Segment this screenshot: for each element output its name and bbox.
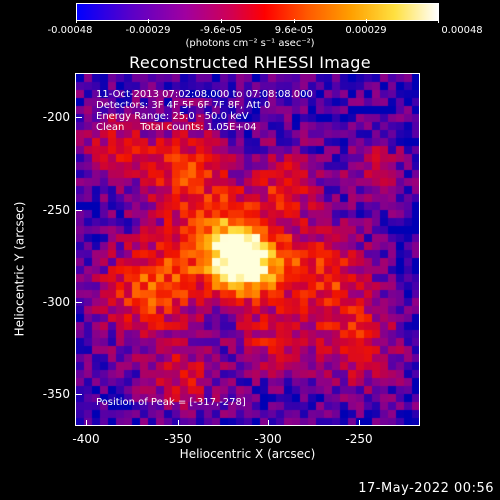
colorbar-tick-mark bbox=[221, 19, 222, 23]
y-tick-label: -200 bbox=[42, 110, 70, 124]
x-tick-label: -350 bbox=[164, 432, 192, 446]
x-tick-label: -300 bbox=[254, 432, 282, 446]
energy-range-label: Energy Range: 25.0 - 50.0 keV bbox=[96, 111, 249, 122]
x-axis-label: Heliocentric X (arcsec) bbox=[179, 447, 316, 461]
colorbar bbox=[76, 3, 439, 21]
colorbar-units: (photons cm⁻² s⁻¹ asec⁻²) bbox=[185, 38, 315, 49]
clean-counts-label: Clean Total counts: 1.05E+04 bbox=[96, 122, 257, 133]
y-axis-label: Heliocentric Y (arcsec) bbox=[12, 201, 27, 337]
colorbar-tick-mark bbox=[366, 19, 367, 23]
image-title: Reconstructed RHESSI Image bbox=[129, 53, 371, 72]
y-tick-label: -250 bbox=[42, 203, 70, 217]
detectors-label: Detectors: 3F 4F 5F 6F 7F 8F, Att 0 bbox=[96, 100, 271, 111]
x-tick-mark bbox=[178, 420, 179, 426]
y-tick-mark bbox=[76, 394, 82, 395]
x-tick-label: -250 bbox=[345, 432, 373, 446]
y-tick-mark bbox=[76, 117, 82, 118]
y-tick-label: -350 bbox=[42, 387, 70, 401]
colorbar-tick-label: 0.00029 bbox=[345, 25, 387, 36]
colorbar-tick-label: -9.6e-05 bbox=[200, 25, 242, 36]
colorbar-tick-label: -0.00029 bbox=[125, 25, 171, 36]
colorbar-tick-mark bbox=[294, 19, 295, 23]
colorbar-tick-label: -0.00048 bbox=[47, 25, 93, 36]
colorbar-tick-label: 0.00048 bbox=[441, 25, 483, 36]
colorbar-tick-mark bbox=[76, 19, 77, 23]
y-tick-mark bbox=[76, 210, 82, 211]
x-tick-mark bbox=[86, 420, 87, 426]
peak-position-label: Position of Peak = [-317,-278] bbox=[96, 397, 246, 408]
solar-image-plot: 11-Oct-2013 07:02:08.000 to 07:08:08.000… bbox=[75, 73, 420, 426]
datestamp: 17-May-2022 00:56 bbox=[358, 481, 494, 496]
x-tick-mark bbox=[268, 420, 269, 426]
y-tick-label: -300 bbox=[42, 295, 70, 309]
y-tick-mark bbox=[76, 302, 82, 303]
colorbar-tick-mark bbox=[438, 19, 439, 23]
colorbar-tick-mark bbox=[148, 19, 149, 23]
x-tick-label: -400 bbox=[72, 432, 100, 446]
colorbar-tick-label: 9.6e-05 bbox=[274, 25, 314, 36]
xray-image-canvas bbox=[76, 74, 419, 425]
time-range-label: 11-Oct-2013 07:02:08.000 to 07:08:08.000 bbox=[96, 89, 313, 100]
x-tick-mark bbox=[359, 420, 360, 426]
